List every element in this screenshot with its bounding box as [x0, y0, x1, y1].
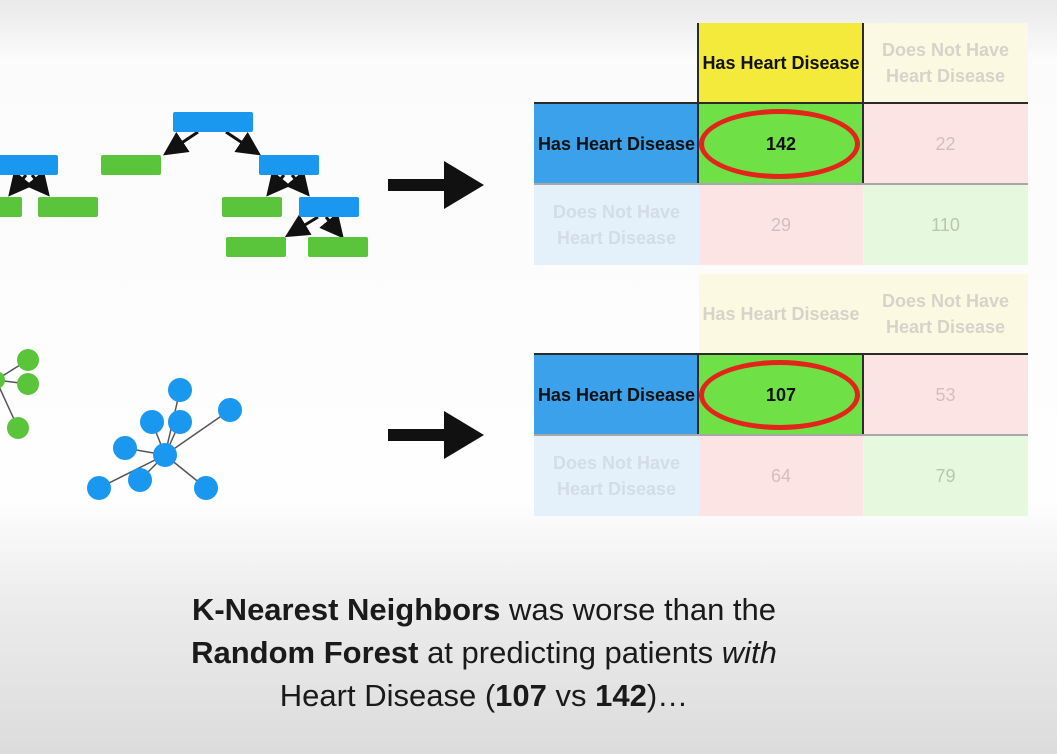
tree-leaf-node	[308, 237, 368, 257]
arrow-right-icon	[388, 161, 484, 209]
false-positive-cell: 64	[699, 435, 863, 516]
confusion-matrix-random-forest: Has Heart Disease Does Not Have Heart Di…	[534, 23, 1028, 265]
tree-leaf-node	[101, 155, 161, 175]
row-header-no-heart-disease: Does Not Have Heart Disease	[534, 184, 699, 265]
caption-bold-142: 142	[595, 678, 647, 713]
knn-point	[7, 417, 29, 439]
grid-line	[862, 354, 864, 435]
knn-point	[153, 443, 177, 467]
tree-split-node	[0, 155, 58, 175]
knn-green-points	[0, 349, 39, 439]
col-header-has-heart-disease: Has Heart Disease	[699, 23, 863, 103]
false-negative-cell: 53	[863, 354, 1028, 435]
knn-point	[17, 349, 39, 371]
tree-edge	[285, 170, 310, 197]
row-header-has-heart-disease: Has Heart Disease	[534, 103, 699, 184]
knn-illustration	[0, 349, 242, 500]
tree-edge	[25, 170, 50, 197]
caption-text: vs	[546, 678, 596, 713]
tree-edges	[8, 130, 344, 239]
tree-leaf-node	[226, 237, 286, 257]
knn-point	[194, 476, 218, 500]
knn-point	[113, 436, 137, 460]
caption-bold-107: 107	[495, 678, 547, 713]
col-header-has-heart-disease: Has Heart Disease	[699, 274, 863, 354]
grid-line	[534, 183, 1028, 185]
false-negative-cell: 22	[863, 103, 1028, 184]
tree-leaf-node	[222, 197, 282, 217]
false-positive-cell: 29	[699, 184, 863, 265]
caption-text: was worse than the	[500, 592, 777, 627]
true-negative-cell: 79	[863, 435, 1028, 516]
caption-bold-knn: K-Nearest Neighbors	[191, 592, 501, 627]
tree-leaf-node	[0, 197, 22, 217]
knn-edge	[164, 409, 231, 456]
tree-edge	[8, 170, 33, 197]
tree-nodes	[0, 112, 368, 257]
caption-line-1: K-Nearest Neighbors was worse than the	[0, 588, 968, 631]
tree-split-node	[259, 155, 319, 175]
tree-split-node	[299, 197, 359, 217]
grid-line	[534, 353, 1028, 355]
confusion-matrix-knn: Has Heart Disease Does Not Have Heart Di…	[534, 274, 1028, 516]
knn-point	[218, 398, 242, 422]
caption: K-Nearest Neighbors was worse than the R…	[0, 588, 968, 717]
grid-line	[697, 354, 699, 435]
knn-blue-points	[87, 378, 242, 500]
caption-text: at predicting patients	[418, 635, 722, 670]
true-positive-cell: 107	[699, 354, 863, 435]
caption-italic-with: with	[721, 635, 777, 670]
knn-point	[128, 468, 152, 492]
knn-point	[168, 410, 192, 434]
row-header-no-heart-disease: Does Not Have Heart Disease	[534, 435, 699, 516]
tree-edge	[163, 130, 199, 156]
tree-edge	[319, 212, 344, 239]
tree-edge	[284, 214, 319, 238]
tree-edge	[266, 170, 291, 197]
decision-tree-illustration	[0, 112, 368, 257]
row-header-has-heart-disease: Has Heart Disease	[534, 354, 699, 435]
knn-point	[0, 371, 5, 389]
arrow-right-icon	[388, 411, 484, 459]
true-negative-cell: 110	[863, 184, 1028, 265]
true-positive-cell: 142	[699, 103, 863, 184]
col-header-no-heart-disease: Does Not Have Heart Disease	[863, 23, 1028, 103]
col-header-no-heart-disease: Does Not Have Heart Disease	[863, 274, 1028, 354]
caption-text: Heart Disease (	[279, 678, 496, 713]
tree-edge	[225, 130, 261, 156]
grid-line	[534, 102, 1028, 104]
caption-text: )…	[646, 678, 689, 713]
tree-root-node	[173, 112, 253, 132]
knn-point	[168, 378, 192, 402]
tree-leaf-node	[38, 197, 98, 217]
knn-point	[140, 410, 164, 434]
knn-point	[87, 476, 111, 500]
knn-point	[17, 373, 39, 395]
caption-line-2: Random Forest at predicting patients wit…	[0, 631, 968, 674]
grid-line	[534, 434, 1028, 436]
caption-bold-random-forest: Random Forest	[191, 635, 419, 670]
caption-line-3: Heart Disease (107 vs 142)…	[0, 674, 968, 717]
